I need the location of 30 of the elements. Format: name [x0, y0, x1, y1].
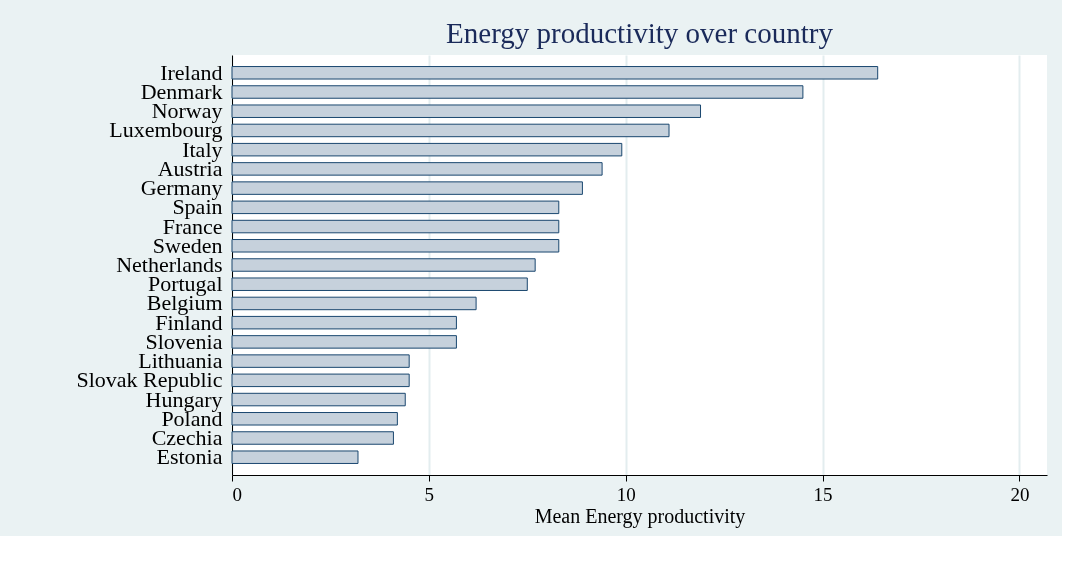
- bar: [231, 219, 560, 234]
- bar: [231, 277, 528, 291]
- bar: [231, 200, 560, 215]
- bar: [231, 162, 603, 176]
- chart-title: Energy productivity over country: [446, 17, 834, 49]
- bar: [231, 142, 623, 157]
- bar: [231, 296, 477, 311]
- bar: [231, 258, 536, 272]
- bar: [231, 85, 804, 99]
- bar: [231, 123, 670, 138]
- bar: [231, 392, 406, 407]
- x-tick-label: 20: [1010, 483, 1030, 505]
- bar: [231, 373, 410, 388]
- bar: [231, 239, 560, 253]
- bar: [231, 354, 410, 368]
- y-tick-label: Lithuania: [138, 348, 223, 374]
- bar: [231, 412, 398, 426]
- bar: [231, 181, 583, 195]
- bar: [231, 450, 359, 464]
- x-axis-title: Mean Energy productivity: [534, 504, 746, 528]
- x-tick-label: 0: [232, 483, 242, 505]
- bar: [231, 335, 457, 349]
- bar: [231, 315, 457, 330]
- x-tick-label: 10: [616, 483, 636, 505]
- y-tick-label: Netherlands: [116, 252, 223, 277]
- x-tick-label: 5: [424, 483, 435, 505]
- bar: [231, 431, 394, 445]
- bar: [231, 104, 702, 118]
- bar: [231, 66, 879, 80]
- x-tick-label: 15: [813, 483, 833, 505]
